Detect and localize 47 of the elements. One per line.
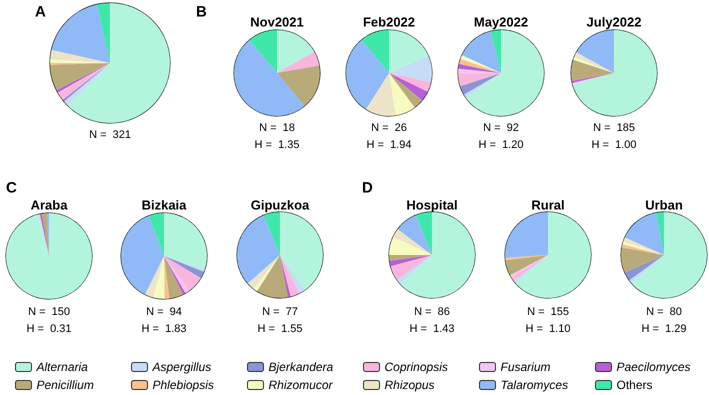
slice-label: Bizkaia (142, 198, 188, 212)
slice-label: Araba (30, 198, 68, 212)
slice-label: Urban (645, 198, 683, 212)
text: N = 150 (28, 306, 70, 318)
text: H = 0.31 (26, 323, 72, 335)
legend-label: Bjerkandera (268, 360, 334, 374)
slice-label: Gipuzkoa (250, 198, 310, 212)
text: N = 185 (593, 122, 635, 134)
legend-label: Rhizopus (384, 378, 435, 392)
text: H = 1.94 (366, 139, 412, 151)
text: H = 1.43 (410, 323, 454, 335)
text: N = 26 (371, 122, 407, 134)
text: H = 1.10 (526, 323, 570, 335)
slice-label: Feb2022 (362, 14, 416, 30)
text: N = 155 (527, 306, 569, 318)
text: B (196, 4, 207, 20)
text: D (362, 180, 373, 196)
slice-label: Hospital (406, 198, 458, 212)
legend-label: Rhizomucor (268, 378, 334, 392)
legend-label: Alternaria (36, 360, 88, 374)
text: C (6, 180, 17, 196)
text: N = 321 (89, 129, 131, 141)
legend-label: Fusarium (500, 360, 551, 374)
slice-label: Rural (531, 198, 565, 212)
text: N = 92 (483, 122, 519, 134)
text: N = 86 (414, 306, 450, 318)
legend-label: Penicillium (36, 378, 94, 392)
slice-label: July2022 (586, 14, 642, 30)
legend-label: Talaromyces (500, 378, 568, 392)
legend-label: Aspergillus (152, 360, 212, 374)
legend-label: Phlebiopsis (152, 378, 214, 392)
text: N = 94 (146, 306, 182, 318)
text: H = 1.20 (478, 139, 524, 151)
text: H = 1.55 (258, 323, 302, 335)
text: N = 80 (646, 306, 682, 318)
text: N = 77 (262, 306, 298, 318)
text: H = 1.83 (142, 323, 186, 335)
legend-label: Others (616, 378, 653, 392)
slice-label: Nov2021 (250, 14, 304, 30)
text: N = 18 (259, 122, 295, 134)
legend-label: Paecilomyces (616, 360, 691, 374)
text: H = 1.29 (642, 323, 686, 335)
text: H = 1.35 (254, 139, 300, 151)
text: H = 1.00 (592, 139, 636, 151)
text: A (35, 4, 46, 20)
legend-label: Coprinopsis (384, 360, 448, 374)
slice-label: May2022 (474, 14, 528, 30)
